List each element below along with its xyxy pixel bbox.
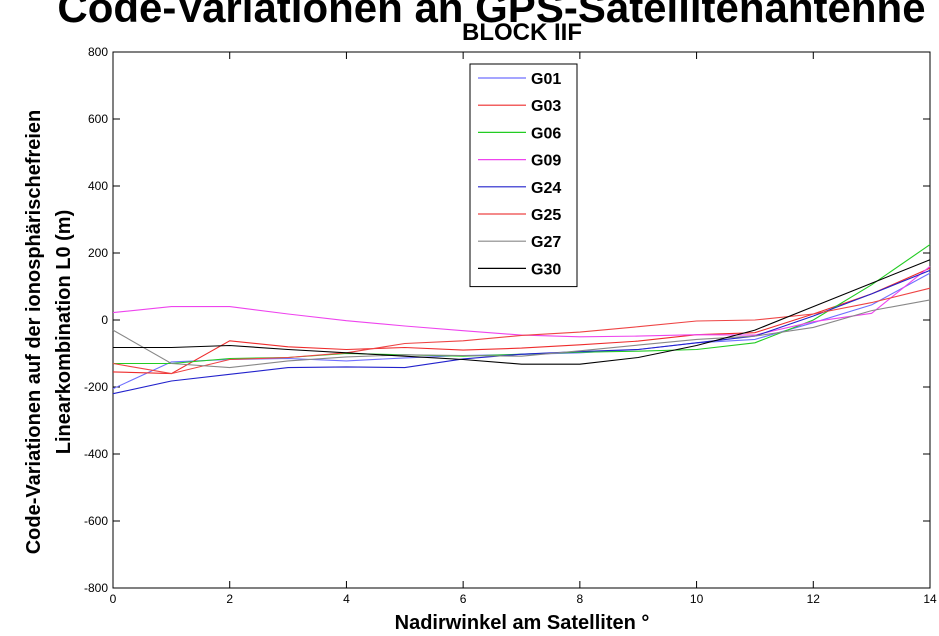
legend-label-g25: G25: [531, 207, 561, 224]
series-line-g24: [112, 269, 931, 395]
legend-label-g06: G06: [531, 125, 561, 142]
legend-label-g03: G03: [531, 98, 561, 115]
x-tick-label: 6: [460, 592, 467, 606]
legend-label-g01: G01: [531, 71, 561, 88]
series-line-g27: [112, 299, 931, 369]
y-axis-label-line2: Linearkombination L0 (m): [53, 210, 75, 454]
y-axis-label-line1: Code-Variationen auf der ionosphärischef…: [23, 110, 45, 555]
y-tick-label: 800: [88, 45, 108, 59]
y-tick-label: -600: [84, 514, 108, 528]
legend-box: [469, 63, 578, 288]
x-tick-label: 0: [110, 592, 117, 606]
x-tick-label: 8: [577, 592, 584, 606]
legend-label-g27: G27: [531, 234, 561, 251]
series-line-g25: [112, 287, 931, 375]
chart-title-line1: Code-Variationen an GPS-Satellitenantenn…: [57, 0, 939, 31]
y-tick-label: 200: [88, 246, 108, 260]
legend: G01 G03 G06 G09 G24 G25 G27 G30: [469, 63, 578, 288]
x-tick-label: 12: [807, 592, 821, 606]
x-axis-label: Nadirwinkel am Satelliten °: [395, 612, 650, 634]
x-tick-label: 4: [343, 592, 350, 606]
y-tick-label: 400: [88, 179, 108, 193]
x-tick-label: 10: [690, 592, 704, 606]
series-line-g30: [113, 259, 931, 365]
chart-title-line2: BLOCK IIF: [462, 19, 582, 46]
y-tick-label: 0: [101, 313, 108, 327]
y-tick-label: -200: [84, 380, 108, 394]
x-tick-label: 14: [923, 592, 937, 606]
legend-label-g24: G24: [531, 180, 561, 197]
legend-label-g30: G30: [531, 261, 561, 278]
series-line-g03: [112, 267, 931, 375]
y-tick-label: -800: [84, 581, 108, 595]
y-tick-label: -400: [84, 447, 108, 461]
x-tick-label: 2: [226, 592, 233, 606]
legend-label-g09: G09: [531, 153, 561, 170]
y-tick-label: 600: [88, 112, 108, 126]
